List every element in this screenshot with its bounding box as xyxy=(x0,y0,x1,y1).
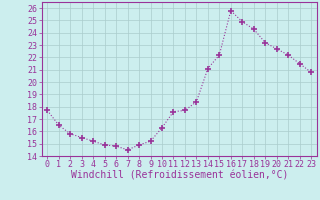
X-axis label: Windchill (Refroidissement éolien,°C): Windchill (Refroidissement éolien,°C) xyxy=(70,171,288,181)
